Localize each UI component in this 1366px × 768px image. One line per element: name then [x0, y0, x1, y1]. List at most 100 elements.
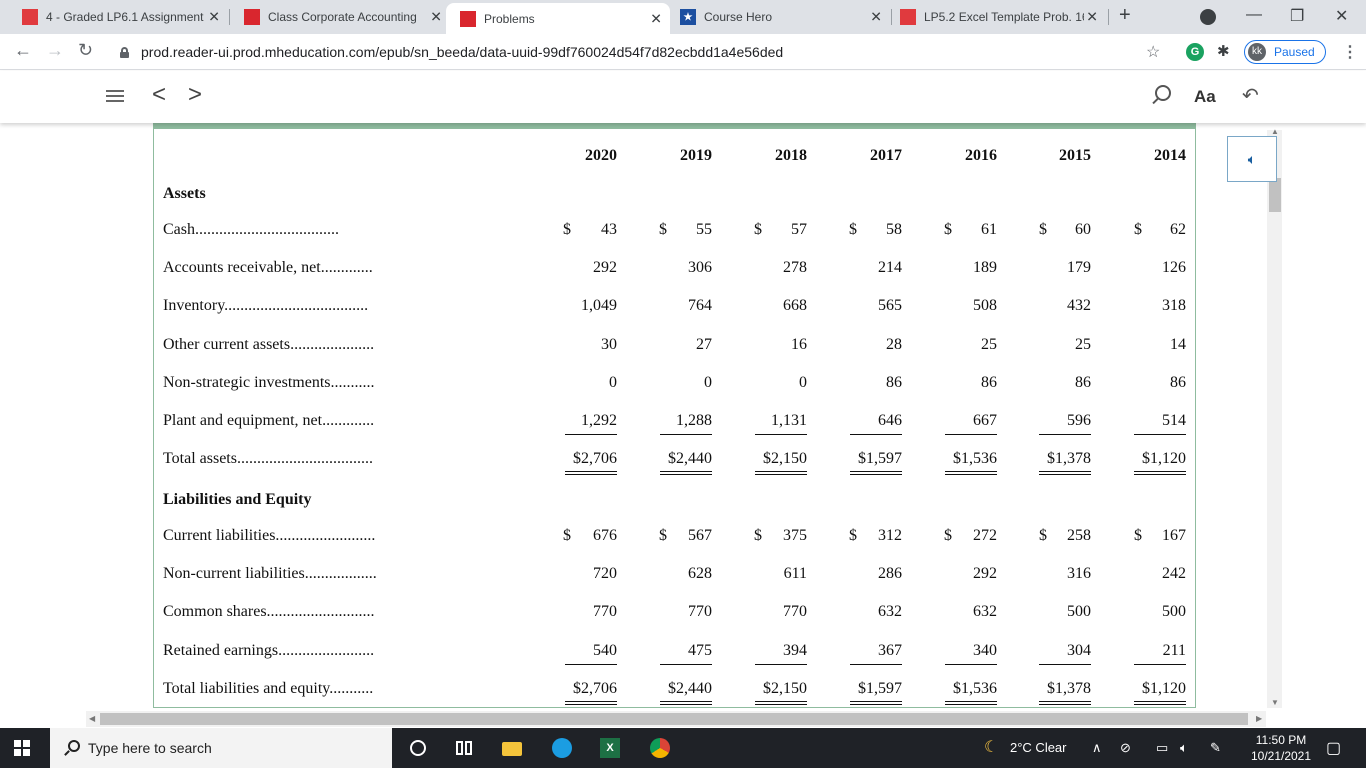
- table-cell: $1,597: [858, 680, 902, 697]
- table-cell: 770: [783, 603, 807, 620]
- edge-browser-icon[interactable]: [552, 738, 572, 758]
- total-double-underline: [1134, 701, 1186, 705]
- tab-course-hero[interactable]: ★ Course Hero ✕: [666, 0, 890, 34]
- currency-symbol: $: [754, 221, 762, 238]
- table-cell: 286: [878, 565, 902, 582]
- table-cell: $2,440: [668, 680, 712, 697]
- table-cell: 43: [601, 221, 617, 238]
- return-arrow-icon[interactable]: ↶: [1242, 85, 1259, 107]
- minimize-button[interactable]: —: [1246, 6, 1262, 23]
- profile-button[interactable]: kk Paused: [1244, 40, 1326, 64]
- taskbar-search-box[interactable]: Type here to search: [50, 728, 392, 768]
- back-button[interactable]: ←: [14, 40, 32, 60]
- weather-moon-icon[interactable]: ☾: [984, 739, 999, 756]
- close-tab-icon[interactable]: ✕: [870, 8, 882, 25]
- excel-icon[interactable]: X: [600, 738, 620, 758]
- task-view-icon[interactable]: [454, 738, 474, 758]
- profile-status: Paused: [1274, 45, 1315, 59]
- tab-search-icon[interactable]: [1200, 9, 1216, 25]
- text-size-button[interactable]: Aa: [1194, 87, 1216, 106]
- tab-graded-assignment[interactable]: 4 - Graded LP6.1 Assignment ✕: [8, 0, 228, 34]
- table-cell: 375: [783, 527, 807, 544]
- total-double-underline: [1134, 471, 1186, 475]
- address-bar[interactable]: prod.reader-ui.prod.mheducation.com/epub…: [110, 38, 1170, 66]
- mcgraw-favicon-icon: [900, 9, 916, 25]
- taskbar-clock[interactable]: 11:50 PM 10/21/2021: [1248, 732, 1314, 764]
- tab-lp52-excel-template[interactable]: LP5.2 Excel Template Prob. 16 ✕: [886, 0, 1106, 34]
- tab-problems[interactable]: Problems ✕: [446, 3, 670, 34]
- horizontal-scrollbar-thumb[interactable]: [100, 713, 1248, 725]
- next-page-button[interactable]: >: [188, 81, 203, 108]
- clock-date: 10/21/2021: [1250, 749, 1312, 763]
- vertical-scrollbar-thumb[interactable]: [1269, 178, 1281, 212]
- total-double-underline: [945, 471, 997, 475]
- volume-icon[interactable]: 🔈︎: [1180, 740, 1188, 755]
- tab-class-corporate-accounting[interactable]: Class Corporate Accounting ✕: [230, 0, 450, 34]
- show-hidden-icons-icon[interactable]: ∧: [1092, 740, 1102, 755]
- restore-button[interactable]: ❐: [1290, 8, 1305, 25]
- table-cell: $1,597: [858, 450, 902, 467]
- currency-symbol: $: [1134, 221, 1142, 238]
- read-aloud-speaker-icon[interactable]: 🔈︎: [1227, 136, 1277, 182]
- table-cell: 211: [1162, 642, 1186, 659]
- table-of-contents-icon[interactable]: [106, 89, 124, 105]
- close-tab-icon[interactable]: ✕: [1086, 8, 1098, 25]
- table-cell: $1,120: [1142, 450, 1186, 467]
- currency-symbol: $: [944, 527, 952, 544]
- new-tab-button[interactable]: +: [1119, 4, 1131, 26]
- weather-text[interactable]: 2°C Clear: [1010, 740, 1067, 755]
- network-icon[interactable]: ⊘: [1120, 740, 1131, 755]
- browser-tab-strip: 4 - Graded LP6.1 Assignment ✕ Class Corp…: [0, 0, 1366, 34]
- table-cell: 86: [981, 374, 997, 391]
- scroll-right-arrow-icon[interactable]: ▶: [1256, 714, 1263, 723]
- cortana-icon[interactable]: [408, 738, 428, 758]
- currency-symbol: $: [944, 221, 952, 238]
- close-tab-icon[interactable]: ✕: [650, 10, 662, 26]
- subtotal-underline: [565, 434, 617, 435]
- subtotal-underline: [1039, 434, 1091, 435]
- row-label: Plant and equipment, net.............: [163, 412, 375, 429]
- pen-icon[interactable]: ✎: [1210, 740, 1221, 755]
- reader-search-icon[interactable]: [1150, 85, 1172, 107]
- browser-menu-icon[interactable]: ⋮: [1342, 44, 1358, 61]
- forward-button[interactable]: →: [46, 40, 64, 60]
- extensions-puzzle-icon[interactable]: ✱: [1217, 43, 1230, 60]
- table-cell: 179: [1067, 259, 1091, 276]
- bookmark-star-icon[interactable]: ☆: [1146, 44, 1161, 61]
- scroll-up-arrow-icon[interactable]: ▲: [1271, 127, 1279, 136]
- close-tab-icon[interactable]: ✕: [208, 8, 220, 25]
- currency-symbol: $: [1039, 527, 1047, 544]
- battery-icon[interactable]: ▭: [1156, 740, 1169, 755]
- close-window-button[interactable]: ✕: [1335, 8, 1349, 25]
- row-label: Non-current liabilities.................…: [163, 565, 377, 582]
- table-cell: $2,706: [573, 680, 617, 697]
- previous-page-button[interactable]: <: [152, 81, 167, 108]
- table-cell: 16: [791, 336, 807, 353]
- subtotal-underline: [1134, 664, 1186, 665]
- table-cell: $1,378: [1047, 450, 1091, 467]
- year-header: 2018: [775, 147, 807, 164]
- reload-button[interactable]: ↻: [78, 40, 94, 60]
- total-double-underline: [850, 471, 902, 475]
- row-label: Total assets............................…: [163, 450, 373, 467]
- table-cell: 1,288: [676, 412, 712, 429]
- windows-start-icon[interactable]: [14, 740, 30, 756]
- table-cell: 632: [878, 603, 902, 620]
- chrome-icon[interactable]: [650, 738, 670, 758]
- table-cell: 242: [1162, 565, 1186, 582]
- subtotal-underline: [1039, 664, 1091, 665]
- file-explorer-icon[interactable]: [502, 738, 522, 758]
- vertical-scrollbar[interactable]: [1267, 130, 1282, 708]
- reader-header: < > Aa ↶: [0, 71, 1366, 123]
- table-cell: 272: [973, 527, 997, 544]
- close-tab-icon[interactable]: ✕: [430, 8, 442, 25]
- section-heading-liabilities-equity: Liabilities and Equity: [163, 491, 312, 508]
- notifications-icon[interactable]: ▢: [1326, 740, 1342, 757]
- scroll-down-arrow-icon[interactable]: ▼: [1271, 698, 1279, 707]
- grammarly-extension-icon[interactable]: G: [1186, 43, 1204, 61]
- table-cell: 25: [1075, 336, 1091, 353]
- table-cell: 292: [593, 259, 617, 276]
- table-cell: 126: [1162, 259, 1186, 276]
- scroll-left-arrow-icon[interactable]: ◀: [89, 714, 96, 723]
- table-cell: 61: [981, 221, 997, 238]
